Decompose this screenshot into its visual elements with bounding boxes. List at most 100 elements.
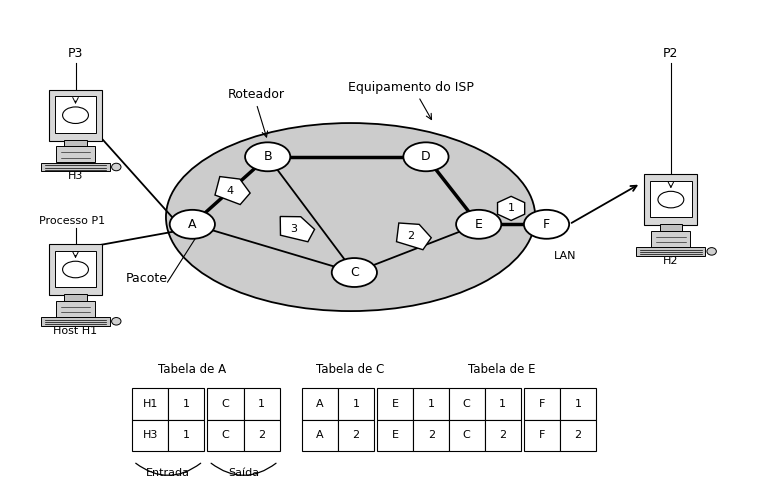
Text: 1: 1 xyxy=(499,399,506,409)
FancyBboxPatch shape xyxy=(56,146,95,162)
Text: LAN: LAN xyxy=(554,251,577,261)
Text: H3: H3 xyxy=(142,430,158,440)
Text: 2: 2 xyxy=(408,231,414,242)
Text: F: F xyxy=(543,218,550,231)
Text: A: A xyxy=(188,218,197,231)
FancyBboxPatch shape xyxy=(448,420,484,451)
Text: 1: 1 xyxy=(183,399,190,409)
FancyBboxPatch shape xyxy=(377,388,413,420)
Circle shape xyxy=(331,258,377,287)
Ellipse shape xyxy=(166,123,535,311)
Circle shape xyxy=(456,210,501,239)
FancyBboxPatch shape xyxy=(49,245,102,295)
FancyBboxPatch shape xyxy=(560,388,596,420)
Circle shape xyxy=(404,142,448,171)
FancyBboxPatch shape xyxy=(41,163,110,171)
Text: H1: H1 xyxy=(142,399,158,409)
Circle shape xyxy=(62,261,88,278)
Text: Pacote: Pacote xyxy=(126,272,168,284)
Text: Equipamento do ISP: Equipamento do ISP xyxy=(348,81,474,94)
Ellipse shape xyxy=(112,163,121,171)
FancyBboxPatch shape xyxy=(413,388,449,420)
Text: 2: 2 xyxy=(352,430,359,440)
FancyBboxPatch shape xyxy=(168,388,205,420)
Polygon shape xyxy=(498,196,524,220)
Polygon shape xyxy=(397,223,431,250)
FancyBboxPatch shape xyxy=(338,388,374,420)
Text: Tabela de E: Tabela de E xyxy=(468,363,535,376)
Text: Entrada: Entrada xyxy=(146,468,190,478)
Ellipse shape xyxy=(112,317,121,325)
FancyBboxPatch shape xyxy=(244,388,280,420)
Text: P3: P3 xyxy=(68,47,83,61)
FancyBboxPatch shape xyxy=(41,317,110,326)
Polygon shape xyxy=(215,177,250,205)
FancyBboxPatch shape xyxy=(55,96,96,132)
Text: Tabela de C: Tabela de C xyxy=(316,363,384,376)
Text: Processo P1: Processo P1 xyxy=(38,216,105,226)
Text: 2: 2 xyxy=(499,430,506,440)
Text: H3: H3 xyxy=(68,171,83,181)
Text: 2: 2 xyxy=(574,430,581,440)
Text: H2: H2 xyxy=(663,256,678,266)
FancyBboxPatch shape xyxy=(524,388,560,420)
FancyBboxPatch shape xyxy=(49,90,102,141)
Text: 1: 1 xyxy=(183,430,190,440)
Text: C: C xyxy=(350,266,358,279)
Text: Tabela de A: Tabela de A xyxy=(158,363,226,376)
Text: Saída: Saída xyxy=(228,468,259,478)
Text: C: C xyxy=(221,399,229,409)
FancyBboxPatch shape xyxy=(301,420,338,451)
FancyBboxPatch shape xyxy=(448,388,484,420)
Text: C: C xyxy=(221,430,229,440)
Text: C: C xyxy=(463,399,471,409)
FancyBboxPatch shape xyxy=(484,420,521,451)
Text: 1: 1 xyxy=(508,203,514,214)
Polygon shape xyxy=(280,216,315,242)
Circle shape xyxy=(62,107,88,123)
Text: 1: 1 xyxy=(574,399,581,409)
Text: D: D xyxy=(421,150,431,163)
Text: F: F xyxy=(539,399,545,409)
FancyBboxPatch shape xyxy=(56,301,95,316)
Circle shape xyxy=(245,142,290,171)
FancyBboxPatch shape xyxy=(132,420,168,451)
Circle shape xyxy=(524,210,569,239)
Circle shape xyxy=(658,191,684,208)
FancyBboxPatch shape xyxy=(65,294,87,301)
Text: 1: 1 xyxy=(428,399,434,409)
Text: C: C xyxy=(463,430,471,440)
FancyBboxPatch shape xyxy=(524,420,560,451)
Text: B: B xyxy=(263,150,272,163)
FancyBboxPatch shape xyxy=(484,388,521,420)
FancyBboxPatch shape xyxy=(637,247,705,256)
Circle shape xyxy=(170,210,215,239)
FancyBboxPatch shape xyxy=(65,140,87,147)
Text: 1: 1 xyxy=(258,399,265,409)
Text: 1: 1 xyxy=(352,399,359,409)
FancyBboxPatch shape xyxy=(660,224,682,231)
Text: 4: 4 xyxy=(226,185,234,195)
FancyBboxPatch shape xyxy=(168,420,205,451)
FancyBboxPatch shape xyxy=(651,231,691,246)
Text: Host H1: Host H1 xyxy=(54,326,98,336)
FancyBboxPatch shape xyxy=(208,388,244,420)
FancyBboxPatch shape xyxy=(644,175,697,225)
FancyBboxPatch shape xyxy=(208,420,244,451)
Text: A: A xyxy=(316,399,324,409)
Text: Roteador: Roteador xyxy=(228,89,285,101)
Text: F: F xyxy=(539,430,545,440)
FancyBboxPatch shape xyxy=(55,251,96,287)
FancyBboxPatch shape xyxy=(338,420,374,451)
Text: 2: 2 xyxy=(258,430,265,440)
Text: P2: P2 xyxy=(663,47,678,61)
Text: A: A xyxy=(316,430,324,440)
Text: E: E xyxy=(391,399,398,409)
FancyBboxPatch shape xyxy=(301,388,338,420)
FancyBboxPatch shape xyxy=(377,420,413,451)
FancyBboxPatch shape xyxy=(244,420,280,451)
Text: E: E xyxy=(474,218,483,231)
FancyBboxPatch shape xyxy=(560,420,596,451)
Text: 3: 3 xyxy=(291,224,298,234)
FancyBboxPatch shape xyxy=(413,420,449,451)
